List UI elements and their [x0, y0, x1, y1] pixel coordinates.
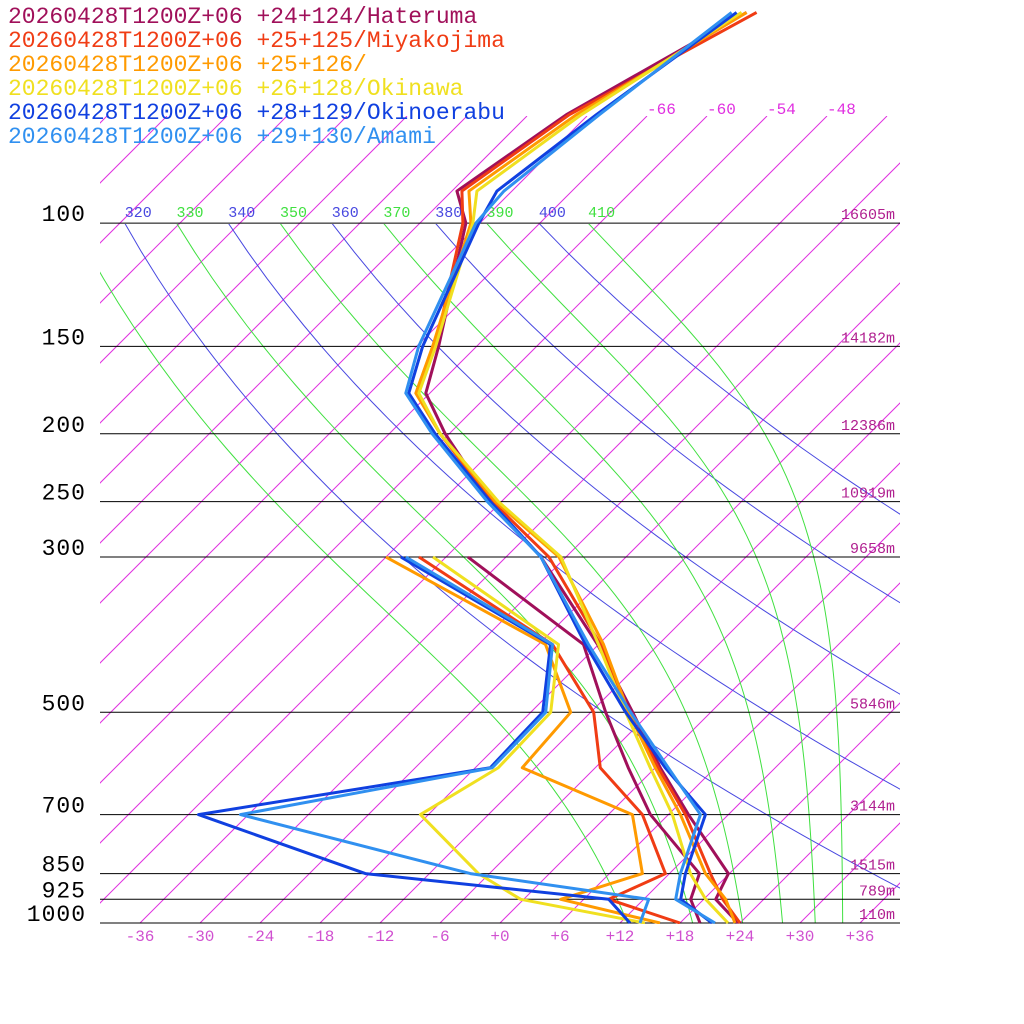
isotherm: [100, 116, 528, 544]
isotherm: [799, 822, 900, 923]
dry-adiabat: [539, 224, 900, 515]
x-tick-label: -12: [366, 928, 395, 946]
dry-adiabat-label: 340: [228, 205, 255, 222]
dry-adiabat-label: 360: [332, 205, 359, 222]
height-label: 3144m: [850, 799, 895, 816]
isotherm: [100, 116, 288, 304]
y-tick-label: 150: [42, 325, 86, 351]
height-label: 12386m: [841, 418, 895, 435]
dewpoint-line: [238, 555, 651, 924]
dewpoint-line: [467, 555, 702, 924]
soundings: [196, 11, 758, 924]
isotherm: [259, 282, 900, 923]
legend-entry: 20260428T1200Z+06 +25+126/: [8, 52, 367, 78]
isotherm: [559, 582, 900, 923]
temperature-line: [414, 11, 748, 924]
isotherm: [619, 642, 900, 923]
y-tick-label: 250: [42, 481, 86, 507]
y-tick-label: 700: [42, 794, 86, 820]
isotherm: [739, 762, 900, 923]
moist-adiabat: [486, 224, 816, 923]
dry-adiabat-label: 320: [125, 205, 152, 222]
isotherm: [100, 116, 348, 364]
isotherm: [199, 222, 900, 923]
temperature-line: [404, 11, 733, 924]
x-tick-label: +36: [846, 928, 875, 946]
y-tick-label: 1000: [27, 902, 86, 928]
x-tick-label: +6: [550, 928, 569, 946]
isotherm: [139, 162, 900, 923]
moist-adiabat-label: 370: [383, 205, 410, 222]
temperature-line: [417, 11, 743, 924]
axes: -66 -60 -54 -48 1000 110m 925 789m 850 1515m 700 31…: [27, 101, 900, 946]
y-tick-label: 100: [42, 202, 86, 228]
height-label: 10919m: [841, 486, 895, 503]
height-label: 9658m: [850, 541, 895, 558]
height-label: 5846m: [850, 696, 895, 713]
x-tick-label: -6: [430, 928, 449, 946]
height-label: 110m: [859, 907, 895, 924]
dewpoint-line: [196, 555, 632, 924]
moist-adiabat-label: 390: [486, 205, 513, 222]
legend-entry: 20260428T1200Z+06 +26+128/Okinawa: [8, 76, 464, 102]
isotherm: [0, 116, 47, 923]
isotherm-label: -60: [707, 101, 736, 119]
isotherm: [439, 462, 900, 923]
legend: 20260428T1200Z+06 +24+124/Hateruma202604…: [8, 4, 505, 150]
isotherm: [100, 116, 768, 784]
height-label: 789m: [859, 883, 895, 900]
isotherm: [100, 116, 468, 484]
legend-entry: 20260428T1200Z+06 +28+129/Okinoerabu: [8, 100, 505, 126]
temperature-line: [424, 11, 748, 924]
dewpoint-line: [418, 555, 646, 924]
x-tick-label: +30: [786, 928, 815, 946]
isotherm: [499, 522, 900, 923]
moist-adiabat-label: 350: [280, 205, 307, 222]
isotherm: [100, 116, 228, 244]
isotherm: [679, 702, 900, 923]
moist-adiabat-label: 410: [588, 205, 615, 222]
isotherms: [0, 116, 900, 923]
y-tick-label: 200: [42, 413, 86, 439]
isotherm: [100, 116, 648, 664]
y-tick-label: 300: [42, 536, 86, 562]
isotherm: [319, 342, 900, 923]
isotherm: [100, 116, 888, 904]
y-tick-label: 850: [42, 853, 86, 879]
x-tick-label: -30: [186, 928, 215, 946]
height-label: 1515m: [850, 858, 895, 875]
x-tick-label: -36: [126, 928, 155, 946]
temperature-line: [416, 11, 758, 924]
height-label: 16605m: [841, 207, 895, 224]
isotherm: [100, 116, 408, 424]
x-tick-label: -24: [246, 928, 275, 946]
dry-adiabat-label: 380: [435, 205, 462, 222]
legend-entry: 20260428T1200Z+06 +29+130/Amami: [8, 124, 436, 150]
legend-entry: 20260428T1200Z+06 +24+124/Hateruma: [8, 4, 477, 30]
isotherm-label: -48: [827, 101, 856, 119]
isotherm: [100, 116, 708, 724]
x-tick-label: +12: [606, 928, 635, 946]
isotherm: [100, 116, 588, 604]
dry-adiabat: [228, 224, 900, 790]
moist-adiabat: [588, 224, 844, 923]
y-tick-label: 500: [42, 691, 86, 717]
x-tick-label: -18: [306, 928, 335, 946]
isotherm-label: -54: [767, 101, 796, 119]
isotherm-label: -66: [647, 101, 676, 119]
isotherm: [379, 402, 900, 923]
height-label: 14182m: [841, 330, 895, 347]
moist-adiabat-label: 330: [177, 205, 204, 222]
y-tick-label: 925: [42, 878, 86, 904]
legend-entry: 20260428T1200Z+06 +25+125/Miyakojima: [8, 28, 505, 54]
x-tick-label: +24: [726, 928, 755, 946]
x-tick-label: +0: [490, 928, 509, 946]
dry-adiabat-label: 400: [539, 205, 566, 222]
isotherm: [100, 116, 828, 844]
x-tick-label: +18: [666, 928, 695, 946]
